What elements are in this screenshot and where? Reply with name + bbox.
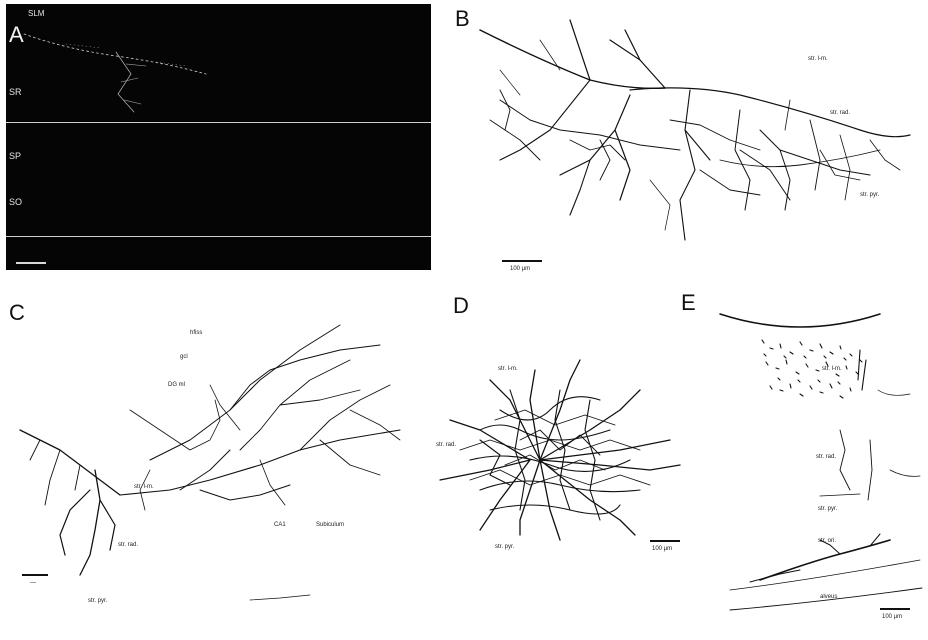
panel-d-label-str-rad: str. rad. <box>436 442 457 448</box>
panel-c-scale-label: — <box>30 580 36 586</box>
panel-a-scale-bar <box>16 262 46 264</box>
panel-d-neuron-tracing <box>439 359 681 541</box>
panel-c-neuron-tracing <box>19 324 401 601</box>
panel-e-label-str-lm: str. l-m. <box>822 366 842 372</box>
panel-d-letter: D <box>453 293 469 318</box>
panel-a-label-slm: SLM <box>28 9 45 18</box>
panel-e-scale-label: 100 µm <box>882 614 903 620</box>
panel-a: A SLM SR SP SO <box>6 4 431 270</box>
panel-b-letter: B <box>455 6 470 31</box>
panel-b: B str. l-m. str. rad. str. pyr. 100 µm <box>440 0 928 280</box>
panel-e-letter: E <box>681 290 696 315</box>
panel-e: E str. l-m. str. rad. str. pyr. str. ori… <box>681 290 928 630</box>
panel-a-label-sr: SR <box>9 87 22 97</box>
panel-c: C hfiss gcl DG ml str. l-m. CA1 Subiculu… <box>0 290 420 630</box>
panel-b-label-str-lm: str. l-m. <box>808 56 828 62</box>
panel-c-label-gcl: gcl <box>180 354 188 360</box>
panel-a-label-so: SO <box>9 197 23 207</box>
panel-c-letter: C <box>9 300 25 325</box>
panel-a-faint-fibers <box>23 33 207 113</box>
panel-b-scale-label: 100 µm <box>510 266 531 272</box>
panel-d-label-str-lm: str. l-m. <box>498 366 518 372</box>
panel-e-label-str-pyr: str. pyr. <box>818 506 838 512</box>
panel-e-scale-bar <box>880 608 910 610</box>
panel-a-divider-2 <box>6 236 431 237</box>
panel-c-label-ca1: CA1 <box>274 522 286 528</box>
panel-c-label-str-rad: str. rad. <box>118 542 139 548</box>
panel-c-label-str-lm: str. l-m. <box>134 484 154 490</box>
panel-b-neuron-tracing <box>479 19 911 241</box>
panel-d-scale-label: 100 µm <box>652 546 673 552</box>
panel-e-label-str-rad: str. rad. <box>816 454 837 460</box>
panel-c-label-hfiss: hfiss <box>190 330 203 336</box>
panel-a-label-sp: SP <box>9 151 22 161</box>
panel-d-scale-bar <box>650 540 680 542</box>
panel-c-scale-bar <box>22 574 48 576</box>
panel-d: D str. l-m. str. rad. str. pyr. 100 µm <box>420 290 690 630</box>
panel-e-label-alveus: alveus <box>820 594 838 600</box>
panel-c-label-dg-ml: DG ml <box>168 382 185 388</box>
panel-a-divider-1 <box>6 122 431 123</box>
panel-b-scale-bar <box>502 260 542 262</box>
panel-e-neuron-tracing <box>719 313 923 611</box>
panel-e-label-str-ori: str. ori. <box>818 538 837 544</box>
panel-c-label-str-pyr: str. pyr. <box>88 598 108 604</box>
panel-b-label-str-pyr: str. pyr. <box>860 192 880 198</box>
panel-c-label-subiculum: Subiculum <box>316 522 345 528</box>
panel-d-label-str-pyr: str. pyr. <box>495 544 515 550</box>
panel-a-letter: A <box>9 22 24 47</box>
panel-b-label-str-rad: str. rad. <box>830 110 851 116</box>
